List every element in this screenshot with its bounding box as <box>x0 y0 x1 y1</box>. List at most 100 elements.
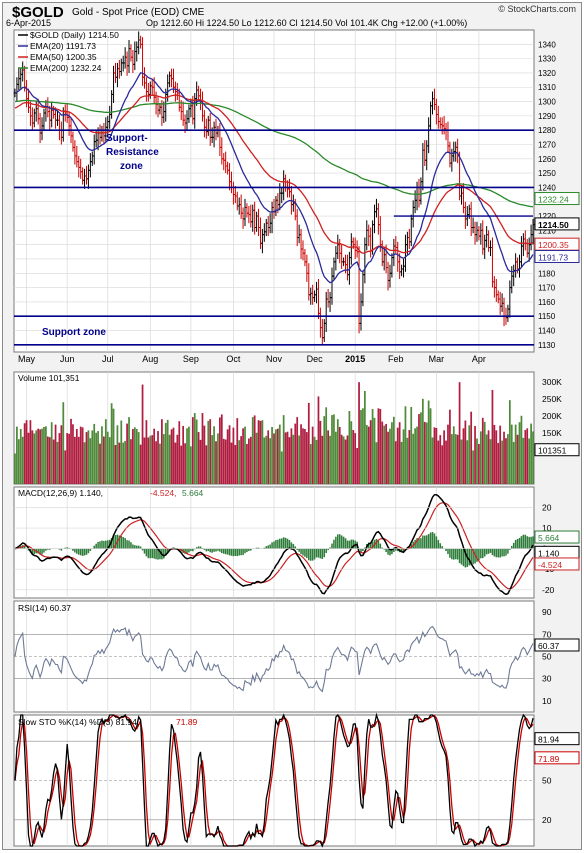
volume-bar <box>362 408 364 484</box>
volume-bars <box>14 382 534 484</box>
macd-hist-bar <box>468 548 471 566</box>
volume-bar <box>520 415 523 484</box>
macd-hist-bar <box>522 534 525 549</box>
volume-bar <box>278 424 281 484</box>
price-tick-label: 1170 <box>538 284 556 293</box>
macd-hist-bar <box>453 548 455 560</box>
volume-bar <box>508 400 511 484</box>
macd-hist-bar <box>337 534 339 549</box>
rsi-value-tag: 60.37 <box>538 641 560 651</box>
macd-hist-bar <box>277 539 279 549</box>
volume-bar <box>120 420 123 484</box>
volume-bar <box>518 422 521 484</box>
macd-hist-bar <box>489 548 492 553</box>
chart-subtitle: Gold - Spot Price (EOD) CME <box>72 7 205 18</box>
ema200-value-tag-box <box>534 192 580 206</box>
volume-bar <box>443 430 445 484</box>
macd-hist-bar <box>222 548 225 554</box>
volume-bar <box>290 428 293 484</box>
volume-bar <box>317 396 320 484</box>
macd-hist-bar <box>195 547 198 549</box>
volume-bar <box>412 433 415 484</box>
macd-hist-bar <box>335 536 337 549</box>
volume-bar <box>77 436 80 484</box>
macd-hist-bar <box>221 548 223 554</box>
macd-hist-bar <box>424 535 426 549</box>
price-tick-label: 1310 <box>538 83 556 92</box>
volume-bar <box>68 433 70 484</box>
macd-hist-bar <box>352 539 355 549</box>
price-tick-label: 1220 <box>538 212 556 221</box>
volume-bar <box>493 424 496 484</box>
rsi-tick-label: 70 <box>542 629 552 639</box>
macd-hist-bar <box>166 548 169 553</box>
macd-hist-bar <box>122 537 124 549</box>
volume-bar <box>41 428 43 484</box>
price-tick-label: 1180 <box>538 269 556 278</box>
macd-hist-bar <box>184 548 186 554</box>
macd-hist-bar <box>207 548 210 552</box>
volume-bar <box>329 435 331 484</box>
macd-hist-bar <box>89 548 92 551</box>
volume-bar <box>505 438 507 484</box>
volume-bar <box>186 428 188 484</box>
macd-hist-bar <box>137 545 140 549</box>
volume-bar <box>338 426 341 484</box>
macd-hist-bar <box>105 540 107 549</box>
volume-bar <box>530 423 532 484</box>
macd-value-tag: 1.140 <box>538 548 560 558</box>
volume-bar <box>81 427 84 484</box>
volume-bar <box>391 422 393 484</box>
month-label: Nov <box>266 354 283 364</box>
volume-bar <box>383 425 386 484</box>
volume-bar <box>483 421 486 484</box>
stockcharts-logo[interactable]: © StockCharts.com <box>498 4 576 14</box>
volume-bar <box>168 434 171 484</box>
macd-hist-bar <box>439 543 442 549</box>
volume-bar <box>313 436 316 484</box>
volume-bar <box>418 414 420 484</box>
macd-hist-bar <box>186 548 188 554</box>
macd-hist-bar <box>306 548 308 559</box>
volume-bar <box>240 436 243 484</box>
volume-bar <box>410 406 413 484</box>
macd-hist-bar <box>209 548 211 553</box>
macd-hist-bar <box>124 538 126 549</box>
volume-bar <box>199 439 202 484</box>
volume-bar <box>373 417 376 484</box>
macd-hist-bar <box>114 534 117 549</box>
volume-bar <box>99 443 101 484</box>
macd-hist-bar <box>480 548 482 559</box>
volume-bar <box>327 430 329 484</box>
volume-bar <box>147 437 150 484</box>
macd-hist-bar <box>379 543 382 549</box>
volume-bar <box>112 408 115 484</box>
volume-bar <box>87 430 90 484</box>
volume-bar <box>491 389 494 484</box>
macd-hist-bar <box>476 548 478 562</box>
volume-bar <box>367 426 370 484</box>
macd-hist-bar <box>23 546 26 549</box>
volume-bar <box>58 433 61 484</box>
volume-bar <box>89 438 92 484</box>
volume-bar <box>133 427 136 484</box>
volume-bar <box>238 440 241 484</box>
volume-bar <box>45 426 47 484</box>
volume-bar <box>174 442 177 484</box>
volume-bar <box>462 428 465 484</box>
macd-hist-bar <box>224 548 227 555</box>
macd-hist-bar <box>445 548 447 551</box>
volume-bar <box>151 435 154 484</box>
macd-hist-bar <box>377 540 380 549</box>
volume-bar <box>298 435 300 484</box>
volume-bar <box>182 425 185 484</box>
month-label: Oct <box>226 354 241 364</box>
volume-bar <box>288 437 291 484</box>
volume-bar <box>269 438 272 484</box>
volume-bar <box>110 403 113 484</box>
macd-hist-bar <box>396 548 399 552</box>
macd-hist-bar <box>298 548 300 552</box>
volume-bar <box>294 423 297 484</box>
volume-bar <box>452 426 455 484</box>
macd-hist-bar <box>267 545 269 549</box>
